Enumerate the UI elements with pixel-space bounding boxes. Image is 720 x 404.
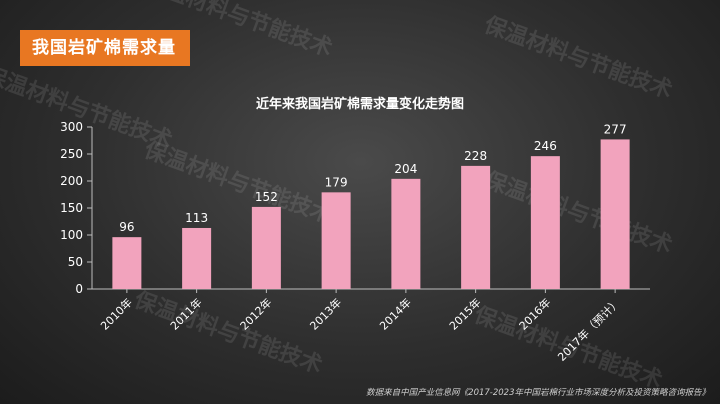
x-tick-label: 2017年（预计） bbox=[555, 295, 624, 364]
y-tick-label: 150 bbox=[60, 201, 83, 215]
x-tick-label: 2014年 bbox=[377, 295, 414, 332]
x-tick-label: 2010年 bbox=[98, 295, 135, 332]
x-tick-label: 2015年 bbox=[446, 295, 483, 332]
bar bbox=[182, 227, 212, 289]
y-tick-label: 100 bbox=[60, 228, 83, 242]
bar bbox=[112, 237, 142, 289]
x-tick-label: 2016年 bbox=[516, 295, 553, 332]
bar bbox=[321, 192, 351, 289]
source-note: 数据来自中国产业信息网《2017-2023年中国岩棉行业市场深度分析及投资策略咨… bbox=[366, 388, 710, 398]
data-label: 179 bbox=[325, 175, 348, 189]
y-tick-label: 0 bbox=[75, 282, 83, 296]
bar bbox=[530, 156, 560, 289]
bar bbox=[600, 139, 630, 289]
x-tick-label: 2013年 bbox=[307, 295, 344, 332]
y-tick-label: 250 bbox=[60, 147, 83, 161]
data-label: 96 bbox=[119, 220, 134, 234]
x-tick-label: 2012年 bbox=[237, 295, 274, 332]
data-label: 204 bbox=[394, 162, 417, 176]
x-tick-label: 2011年 bbox=[167, 295, 204, 332]
y-tick-label: 300 bbox=[60, 120, 83, 134]
data-label: 246 bbox=[534, 139, 557, 153]
y-tick-label: 200 bbox=[60, 174, 83, 188]
data-label: 277 bbox=[604, 122, 627, 136]
data-label: 228 bbox=[464, 149, 487, 163]
data-label: 113 bbox=[185, 211, 208, 225]
bar bbox=[461, 165, 491, 289]
section-badge: 我国岩矿棉需求量 bbox=[20, 30, 190, 66]
bar bbox=[251, 206, 281, 289]
bar bbox=[391, 178, 421, 289]
y-tick-label: 50 bbox=[68, 255, 83, 269]
chart-title: 近年来我国岩矿棉需求量变化走势图 bbox=[255, 97, 464, 112]
data-label: 152 bbox=[255, 190, 278, 204]
